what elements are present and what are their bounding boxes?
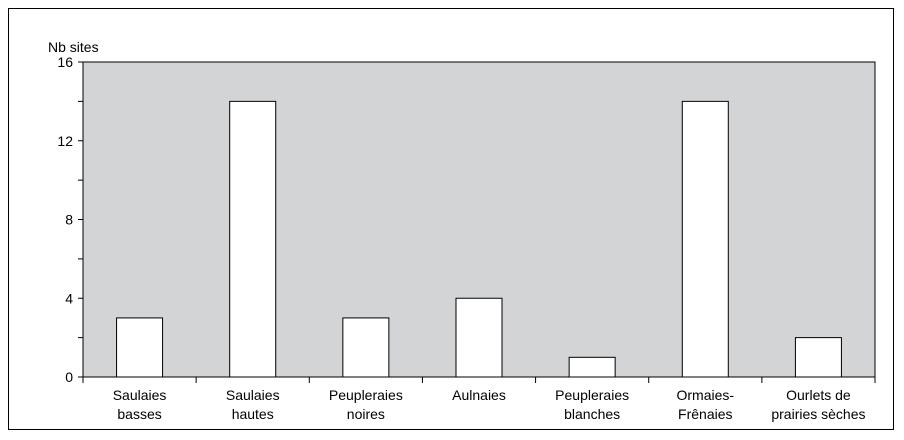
bar — [229, 100, 277, 378]
bar — [681, 100, 729, 378]
bars — [116, 100, 842, 378]
x-tick-label: Ourlets de prairies sèches — [771, 387, 865, 422]
y-tick-label: 12 — [57, 133, 73, 149]
y-tick-label: 8 — [65, 212, 73, 228]
x-tick-label: Saulaies basses — [113, 387, 167, 422]
x-tick-label: Peupleraies noires — [329, 387, 403, 422]
bar — [794, 337, 842, 378]
y-axis: 0 4 8 12 16 — [57, 54, 83, 385]
x-tick-label: Aulnaies — [452, 387, 506, 403]
y-tick-label: 0 — [65, 369, 73, 385]
x-tick-label: Ormaies-Frênaies — [677, 387, 735, 422]
y-tick-label: 16 — [57, 54, 73, 70]
bar — [342, 317, 390, 378]
bar — [455, 297, 503, 378]
y-tick-label: 4 — [65, 290, 73, 306]
x-tick-label: Peupleraies blanches — [555, 387, 629, 422]
x-axis: Saulaies basses Saulaies hautes Peupleraies n… — [82, 377, 876, 422]
y-axis-label: Nb sites — [48, 39, 99, 55]
x-tick-label: Saulaies hautes — [226, 387, 280, 422]
bar — [568, 356, 616, 378]
bar — [116, 317, 164, 378]
